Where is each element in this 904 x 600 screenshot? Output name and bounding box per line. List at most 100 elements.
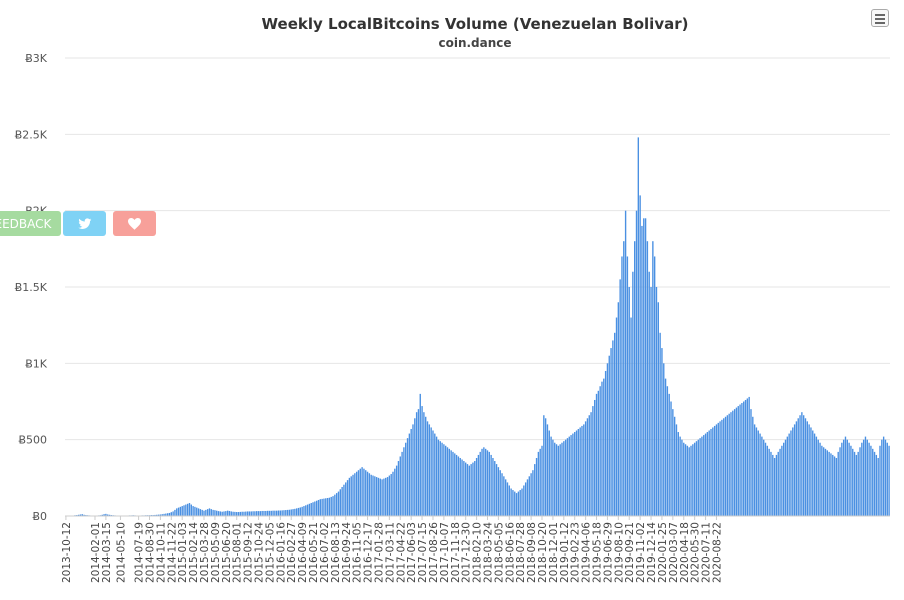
bar	[425, 416, 427, 516]
bar	[315, 500, 318, 516]
heart-icon	[128, 217, 141, 230]
bar	[855, 454, 858, 516]
bar	[432, 430, 434, 516]
chart-menu-button[interactable]	[871, 9, 889, 27]
bar	[412, 424, 414, 516]
bar	[276, 510, 278, 516]
bar	[534, 464, 536, 516]
bar	[728, 413, 730, 516]
bar	[168, 512, 171, 516]
bar	[301, 506, 303, 516]
bar	[659, 332, 661, 516]
bar	[223, 511, 225, 516]
bar	[321, 498, 323, 516]
bar	[541, 445, 543, 516]
bar	[824, 448, 827, 516]
bar	[819, 442, 821, 516]
bar	[626, 256, 629, 516]
bar	[188, 503, 191, 516]
bar	[237, 512, 240, 516]
x-tick-label: 2013-10-12	[61, 522, 73, 583]
bar	[434, 433, 436, 516]
bar	[875, 454, 878, 516]
chart-subtitle: coin.dance	[438, 36, 511, 50]
bar	[853, 451, 856, 516]
x-tick-label: 2014-11-22	[166, 522, 178, 583]
twitter-button[interactable]	[63, 211, 106, 236]
x-tick-label: 2019-11-02	[635, 522, 647, 583]
bar	[190, 504, 192, 516]
bar	[196, 507, 198, 516]
bar	[241, 511, 243, 516]
bar	[668, 393, 670, 516]
bar	[397, 461, 400, 516]
bar	[248, 511, 251, 516]
bar	[713, 425, 716, 516]
x-tick-label: 2017-10-07	[439, 522, 451, 583]
bar	[279, 510, 282, 516]
bar	[763, 439, 765, 516]
bar	[259, 511, 262, 516]
bar	[792, 427, 794, 516]
x-tick-label: 2020-08-22	[711, 522, 723, 583]
bar	[479, 451, 481, 516]
bar	[748, 396, 750, 516]
bar	[354, 473, 356, 516]
bar	[832, 454, 834, 516]
bar	[232, 511, 234, 516]
x-tick-label: 2018-03-24	[482, 522, 494, 583]
bar	[385, 477, 387, 516]
bar	[601, 381, 603, 516]
bar	[537, 451, 540, 516]
bar	[286, 509, 289, 516]
bar	[341, 486, 343, 516]
bar	[192, 506, 194, 516]
bar	[719, 421, 721, 516]
y-tick-label: Ƀ500	[18, 434, 47, 447]
bar	[575, 430, 578, 516]
feedback-button[interactable]: FEEDBACK	[0, 211, 61, 236]
heart-button[interactable]	[113, 211, 156, 236]
bar	[583, 424, 585, 516]
bar	[859, 447, 861, 516]
x-tick-label: 2015-02-14	[188, 522, 200, 583]
bar	[472, 462, 474, 516]
bar	[852, 448, 854, 516]
bar	[721, 419, 723, 516]
bar	[488, 451, 490, 516]
bar	[348, 477, 351, 516]
bar	[381, 479, 383, 516]
bar	[557, 445, 560, 516]
bar	[334, 494, 336, 516]
x-tick-label: 2017-03-11	[384, 522, 396, 583]
bar	[292, 509, 294, 516]
bar	[761, 436, 763, 516]
bar	[621, 256, 623, 516]
bar	[528, 476, 530, 516]
bar	[212, 509, 214, 516]
bar	[699, 438, 701, 516]
x-tick-label: 2018-09-08	[526, 522, 538, 583]
bar	[628, 287, 630, 516]
bar	[614, 332, 616, 516]
bar	[359, 468, 361, 516]
bar	[692, 444, 694, 516]
bar	[779, 448, 781, 516]
x-tick-label: 2020-03-07	[668, 522, 680, 583]
bar	[801, 412, 803, 516]
bar	[417, 409, 420, 516]
bar	[544, 418, 547, 516]
bar	[703, 435, 705, 516]
bar	[786, 436, 789, 516]
bar	[635, 210, 638, 517]
bar	[673, 416, 676, 516]
bar	[343, 484, 345, 516]
x-tick-label: 2014-03-15	[101, 522, 113, 583]
bar	[217, 511, 220, 516]
bar	[105, 513, 107, 516]
bar	[634, 241, 636, 516]
bar	[797, 418, 799, 516]
bar	[156, 514, 158, 516]
bar	[670, 401, 672, 516]
